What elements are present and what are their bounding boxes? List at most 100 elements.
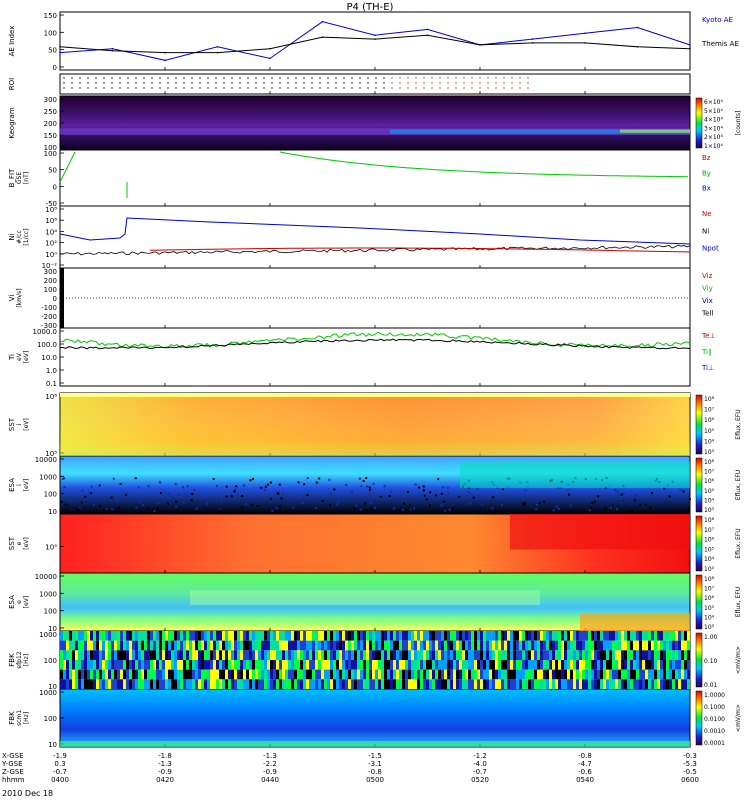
fbk-e-cell [393,679,396,689]
ytick-label-esa_e: 10000 [35,573,57,581]
esa-i-pixel [409,503,412,506]
fbk-e-cell [384,640,387,651]
roi-dot [511,87,513,89]
roi-dot [471,82,473,84]
fbk-e-cell [75,669,78,680]
colorbar-tick-sst_e: 10⁴ [704,556,715,563]
fbk-e-cell [621,660,624,670]
fbk-e-cell [195,650,198,660]
fbk-e-cell [474,679,477,689]
fbk-e-cell [357,650,360,660]
fbk-e-cell [123,640,126,651]
colorbar-tick-sst_e: 10⁸ [704,517,715,524]
fbk-e-cell [207,640,210,651]
fbk-e-cell [243,631,246,641]
fbk-e-cell [291,650,294,660]
fbk-e-cell [417,631,420,641]
panel-frame-ae [59,11,691,71]
fbk-e-cell [270,650,273,660]
fbk-e-cell [102,650,105,660]
fbk-e-cell [153,631,156,641]
fbk-e-cell [243,660,246,670]
fbk-e-cell [435,631,438,641]
fbk-e-cell [72,669,75,680]
fbk-e-cell [585,650,588,660]
roi-dot [359,82,361,84]
fbk-e-cell [618,669,621,680]
fbk-e-cell [300,660,303,670]
fbk-e-cell [408,660,411,670]
fbk-e-cell [87,679,90,689]
fbk-e-cell [525,660,528,670]
fbk-e-cell [219,650,222,660]
esa-i-pixel [157,502,160,505]
fbk-e-cell [486,669,489,680]
roi-dot [247,82,249,84]
fbk-e-cell [93,660,96,670]
fbk-e-cell [420,640,423,651]
esa-i-pixel [319,495,322,498]
roi-dot [295,82,297,84]
fbk-e-cell [636,679,639,689]
fbk-e-cell [258,640,261,651]
esa-i-pixel [688,507,691,510]
fbk-e-cell [528,669,531,680]
fbk-e-cell [612,660,615,670]
fbk-e-cell [132,650,135,660]
fbk-e-cell [489,660,492,670]
xaxis-value: -5.3 [683,760,697,768]
ylabel2-fbk_e: efp12 [16,651,23,668]
fbk-e-cell [630,660,633,670]
fbk-e-cell [624,679,627,689]
colorbar-tick-fbk_b: 1.0000 [704,692,725,699]
roi-dot [439,87,441,89]
esa-i-pixel [233,490,236,493]
fbk-e-cell [237,650,240,660]
fbk-e-cell [630,640,633,651]
fbk-e-cell [684,640,687,651]
panel-vi: Vi [km/s]3002001000-100-200-300VizViyVixT… [8,267,713,330]
colorbar-tick-esa_e: 10⁸ [704,576,715,583]
esa-i-pixel [466,495,469,498]
ylabel-keogram: Keogram [8,107,16,138]
legend-ae: Kyoto AE [702,16,733,24]
fbk-e-cell [147,650,150,660]
fbk-e-cell [123,669,126,680]
ae-point [426,34,429,36]
fbk-e-cell [540,631,543,641]
fbk-e-cell [489,650,492,660]
esa-i-pixel [372,482,375,485]
fbk-e-cell [279,631,282,641]
fbk-e-cell [270,669,273,680]
fbk-e-cell [603,660,606,670]
fbk-e-cell [120,660,123,670]
colorbar-tick-keogram: 2×10⁴ [704,134,723,141]
fbk-e-cell [486,660,489,670]
fbk-e-cell [177,669,180,680]
fbk-e-cell [663,631,666,641]
esa-i-pixel [636,495,639,498]
fbk-e-cell [192,660,195,670]
fbk-e-cell [315,679,318,689]
fbk-e-cell [552,640,555,651]
legend-ni: Ne [702,210,712,218]
fbk-e-cell [267,631,270,641]
fbk-e-cell [159,650,162,660]
fbk-e-cell [240,650,243,660]
fbk-e-cell [663,640,666,651]
fbk-e-cell [504,640,507,651]
fbk-e-cell [615,631,618,641]
esa-i-pixel [599,498,602,501]
esa-i-pixel [278,505,281,508]
esa-i-pixel [297,481,300,484]
fbk-e-cell [93,631,96,641]
fbk-e-cell [519,679,522,689]
fbk-e-cell [204,650,207,660]
fbk-e-cell [405,640,408,651]
fbk-e-cell [324,679,327,689]
fbk-e-cell [513,669,516,680]
fbk-e-cell [663,650,666,660]
fbk-e-cell [261,650,264,660]
fbk-e-cell [555,660,558,670]
